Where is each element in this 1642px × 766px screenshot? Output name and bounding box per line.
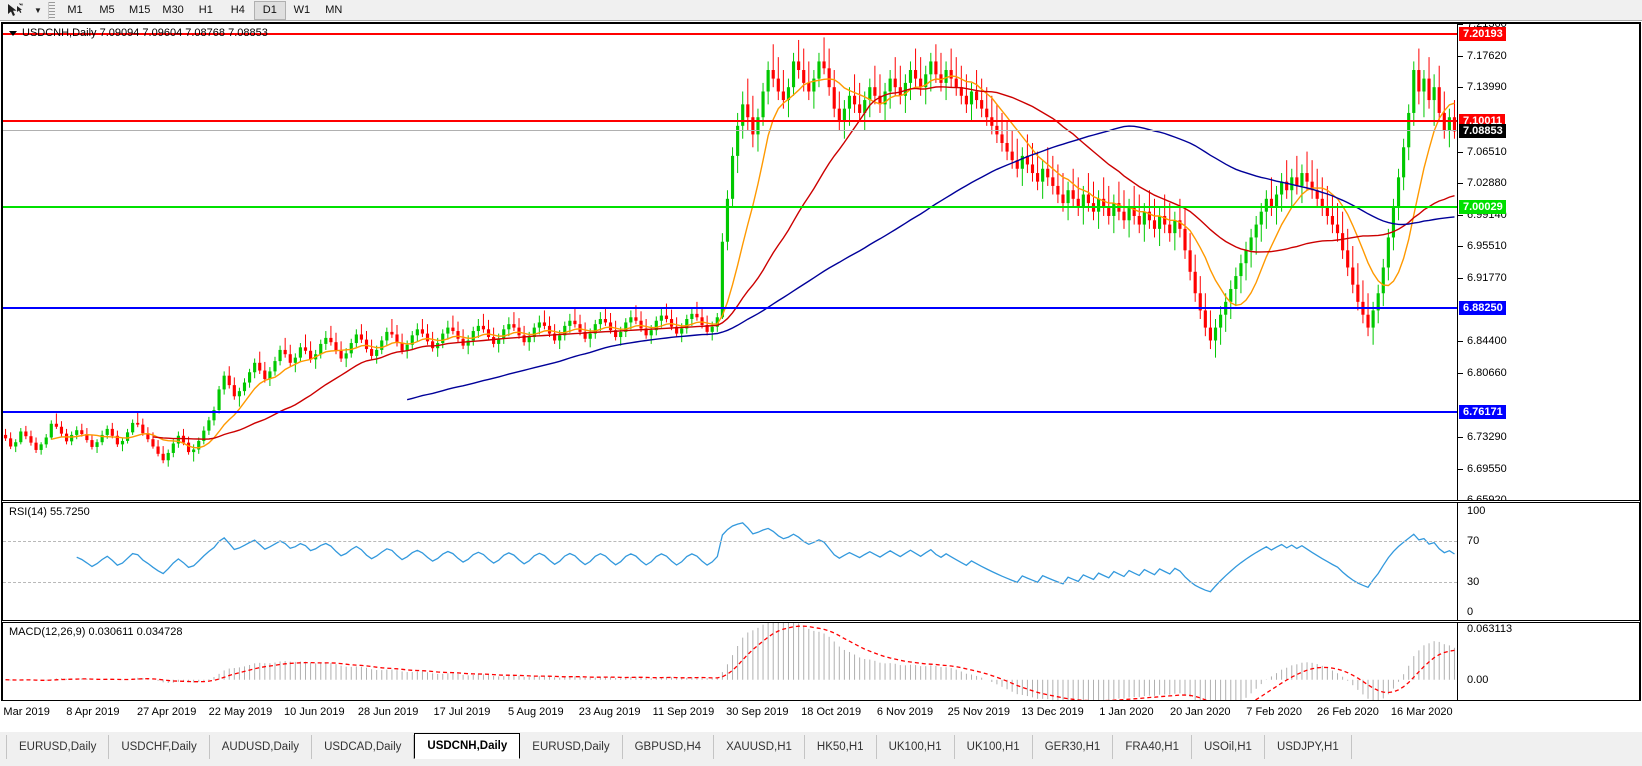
chevron-down-icon[interactable]: ▼ <box>34 5 42 15</box>
date-tick: 30 Sep 2019 <box>726 706 789 718</box>
date-tick: 13 Dec 2019 <box>1021 706 1084 718</box>
level-line-resistance <box>3 120 1457 123</box>
date-tick: 20 Jan 2020 <box>1170 706 1231 718</box>
price-plot[interactable] <box>3 24 1457 500</box>
date-axis[interactable]: 20 Mar 2019 8 Apr 2019 27 Apr 2019 22 May 2… <box>0 700 1641 722</box>
price-tick: 7.02880 <box>1458 177 1507 189</box>
rsi-level-30 <box>3 581 1457 583</box>
date-tick: 5 Aug 2019 <box>507 706 564 718</box>
chart-tab-fra40-h1[interactable]: FRA40,H1 <box>1113 735 1192 759</box>
chart-tab-eurusd-daily[interactable]: EURUSD,Daily <box>520 735 623 759</box>
timeframe-button-m5[interactable]: M5 <box>99 4 115 16</box>
chart-tab-usdchf-daily[interactable]: USDCHF,Daily <box>109 735 210 759</box>
chart-tab-usdjpy-h1[interactable]: USDJPY,H1 <box>1265 735 1352 759</box>
date-tick: 11 Sep 2019 <box>652 706 715 718</box>
chart-tab-uk100-h1[interactable]: UK100,H1 <box>877 735 955 759</box>
timeframe-button-mn[interactable]: MN <box>325 4 343 16</box>
tab-strip-edge <box>4 735 7 759</box>
price-pane[interactable]: USDCNH,Daily 7.09094 7.09604 7.08768 7.0… <box>2 23 1640 501</box>
date-tick: 27 Apr 2019 <box>136 706 197 718</box>
price-tick: 7.21360 <box>1458 24 1507 30</box>
chart-tab-ger30-h1[interactable]: GER30,H1 <box>1033 735 1114 759</box>
date-tick: 6 Nov 2019 <box>876 706 934 718</box>
rsi-tick: 100 <box>1467 505 1486 517</box>
rsi-scale: 100 70 30 0 <box>1457 503 1639 620</box>
date-tick: 22 May 2019 <box>208 706 273 718</box>
timeframe-button-h1[interactable]: H1 <box>198 4 213 16</box>
price-tag-resistance: 7.20193 <box>1459 27 1506 42</box>
date-tick: 16 Mar 2020 <box>1390 706 1453 718</box>
date-tick: 23 Aug 2019 <box>578 706 641 718</box>
date-tick: 28 Jun 2019 <box>357 706 419 718</box>
timeframe-button-m1[interactable]: M1 <box>67 4 83 16</box>
timeframe-button-m15[interactable]: M15 <box>129 4 151 16</box>
date-tick: 20 Mar 2019 <box>0 706 50 718</box>
macd-plot[interactable] <box>3 623 1457 719</box>
chart-symbol-header: USDCNH,Daily 7.09094 7.09604 7.08768 7.0… <box>9 27 268 39</box>
chart-tab-uk100-h1[interactable]: UK100,H1 <box>955 735 1033 759</box>
level-line-support <box>3 410 1457 413</box>
chart-area[interactable]: USDCNH,Daily 7.09094 7.09604 7.08768 7.0… <box>1 22 1641 722</box>
date-tick: 26 Feb 2020 <box>1317 706 1379 718</box>
price-tick: 6.95510 <box>1458 240 1507 252</box>
chart-tab-gbpusd-h4[interactable]: GBPUSD,H4 <box>623 735 715 759</box>
collapse-triangle-icon[interactable] <box>9 30 17 36</box>
candlestick-series <box>3 37 1457 467</box>
price-tick: 6.91770 <box>1458 272 1507 284</box>
crosshair-cursor-icon[interactable] <box>0 1 30 20</box>
level-line-resistance <box>3 33 1457 36</box>
date-tick: 8 Apr 2019 <box>66 706 120 718</box>
rsi-tick: 70 <box>1467 535 1480 548</box>
chart-tab-bar: EURUSD,Daily USDCHF,Daily AUDUSD,Daily USDC… <box>0 731 1642 766</box>
rsi-line-series <box>76 522 1455 593</box>
price-tag-support: 6.76171 <box>1459 404 1506 419</box>
chart-tab-hk50-h1[interactable]: HK50,H1 <box>805 735 877 759</box>
chart-tab-audusd-daily[interactable]: AUDUSD,Daily <box>210 735 313 759</box>
timeframe-button-h4[interactable]: H4 <box>230 4 245 16</box>
top-toolbar: ▼ M1 M5 M15 M30 H1 H4 D1 W1 MN <box>0 0 1642 21</box>
macd-tick: 0.063113 <box>1467 623 1513 635</box>
chart-tab-eurusd-daily[interactable]: EURUSD,Daily <box>7 735 110 759</box>
chart-header-text: USDCNH,Daily 7.09094 7.09604 7.08768 7.0… <box>22 27 268 39</box>
chart-tab-xauusd-h1[interactable]: XAUUSD,H1 <box>714 735 805 759</box>
chart-tab-usdcnh-daily[interactable]: USDCNH,Daily <box>414 733 521 759</box>
date-tick: 10 Jun 2019 <box>284 706 345 718</box>
rsi-level-70 <box>3 541 1457 543</box>
price-tick: 6.69550 <box>1458 463 1507 475</box>
macd-label: MACD(12,26,9) 0.030611 0.034728 <box>9 626 183 638</box>
chart-tab-usdcad-daily[interactable]: USDCAD,Daily <box>312 735 415 759</box>
chart-tab-usoil-h1[interactable]: USOil,H1 <box>1192 735 1265 759</box>
price-tick: 6.80660 <box>1458 367 1507 379</box>
macd-tick: 0.00 <box>1467 673 1489 686</box>
toolbar-grip[interactable] <box>48 1 55 19</box>
macd-series <box>5 623 1455 714</box>
level-line-support <box>3 307 1457 310</box>
level-line-last-price <box>3 130 1457 132</box>
rsi-label: RSI(14) 55.7250 <box>9 506 90 518</box>
rsi-plot[interactable] <box>3 503 1457 620</box>
date-tick: 1 Jan 2020 <box>1099 706 1154 718</box>
price-tick: 6.73290 <box>1458 431 1507 443</box>
price-tag-support: 6.88250 <box>1459 301 1506 316</box>
level-line-pivot <box>3 206 1457 209</box>
date-tick: 18 Oct 2019 <box>801 706 862 718</box>
timeframe-button-d1[interactable]: D1 <box>253 0 286 20</box>
date-tick: 25 Nov 2019 <box>947 706 1010 718</box>
rsi-tick: 30 <box>1467 575 1480 588</box>
price-tick: 6.84400 <box>1458 335 1507 347</box>
price-tag-last-price: 7.08853 <box>1459 124 1506 139</box>
timeframe-button-w1[interactable]: W1 <box>293 4 311 16</box>
timeframe-button-m30[interactable]: M30 <box>162 4 184 16</box>
price-tick: 6.65920 <box>1458 494 1507 500</box>
price-tick: 7.06510 <box>1458 146 1507 158</box>
rsi-tick: 0 <box>1467 606 1474 618</box>
date-tick: 17 Jul 2019 <box>433 706 491 718</box>
price-tag-pivot: 7.00029 <box>1459 200 1506 215</box>
price-tick: 7.17620 <box>1458 50 1507 62</box>
price-scale[interactable]: 7.213607.176207.139907.065107.028806.991… <box>1457 24 1639 500</box>
price-tick: 7.13990 <box>1458 81 1507 93</box>
timeframe-button-group: M1 M5 M15 M30 H1 H4 D1 W1 MN <box>59 0 350 20</box>
rsi-pane[interactable]: RSI(14) 55.7250 100 70 30 0 <box>2 502 1640 621</box>
date-tick: 7 Feb 2020 <box>1246 706 1302 718</box>
